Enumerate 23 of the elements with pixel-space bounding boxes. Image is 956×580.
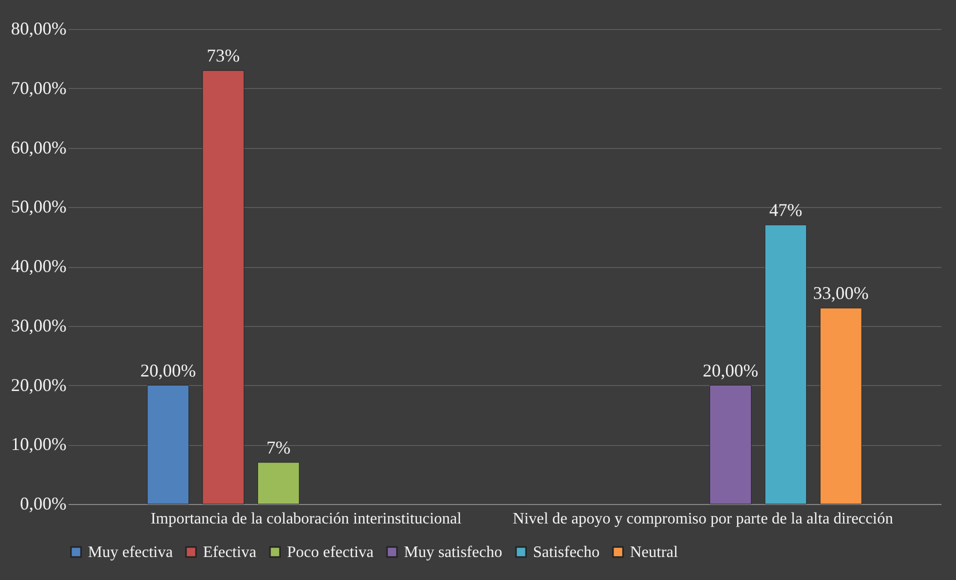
data-label: 20,00% [702,360,758,380]
y-tick-label: 80,00% [11,18,66,38]
legend-label: Satisfecho [533,544,600,561]
y-tick-label: 70,00% [11,78,66,98]
y-tick-label: 40,00% [11,256,66,276]
legend-label: Muy efectiva [88,544,173,561]
legend-label: Muy satisfecho [404,544,502,561]
legend-label: Efectiva [203,544,256,561]
y-tick-label: 30,00% [11,315,66,336]
legend-label: Neutral [630,544,679,561]
x-tick-label: Importancia de la colaboración interinstitucional [150,510,462,528]
y-tick-label: 20,00% [11,374,66,395]
legend-label: Poco efectiva [287,544,374,561]
data-label: 7% [266,437,290,458]
y-tick-label: 50,00% [11,196,66,217]
data-label: 73% [206,46,240,66]
x-tick-label: Nivel de apoyo y compromiso por parte de la alta dirección [512,510,894,528]
data-label: 47% [769,200,802,220]
y-tick-label: 10,00% [11,434,66,454]
data-label: 20,00% [140,360,196,380]
y-tick-label: 0,00% [20,494,66,514]
data-label: 33,00% [813,283,869,304]
y-tick-label: 60,00% [11,137,66,158]
